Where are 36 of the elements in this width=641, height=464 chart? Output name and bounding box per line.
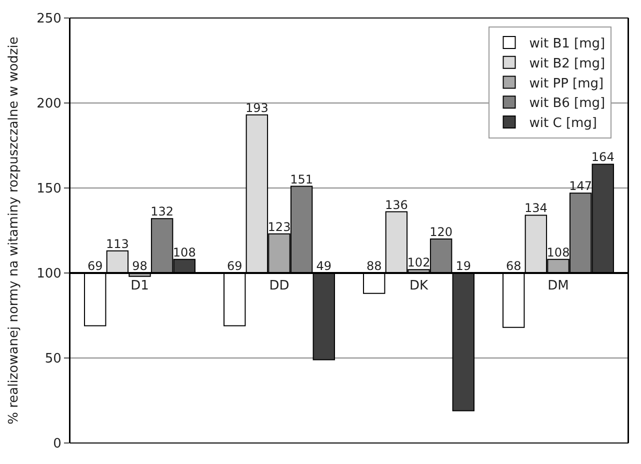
legend-label: wit B1 [mg] xyxy=(529,36,606,52)
y-axis-title: % realizowanej normy na witaminy rozpuszczalne w wodzie xyxy=(6,36,22,424)
data-label: 164 xyxy=(591,150,614,164)
data-label: 108 xyxy=(546,245,570,260)
data-label: 123 xyxy=(268,220,291,234)
data-label: 132 xyxy=(150,204,174,219)
legend-label: wit PP [mg] xyxy=(529,76,604,92)
legend-label: wit C [mg] xyxy=(529,116,598,132)
legend-label: wit B2 [mg] xyxy=(529,56,606,72)
legend-label: wit B6 [mg] xyxy=(529,96,606,112)
data-label: 88 xyxy=(366,259,382,273)
x-tick-label: D1 xyxy=(130,278,149,294)
data-label: 69 xyxy=(87,259,103,273)
y-tick-label: 0 xyxy=(53,436,62,452)
y-tick-label: 200 xyxy=(36,96,62,112)
data-label: 19 xyxy=(456,259,472,273)
data-label: 69 xyxy=(226,259,242,273)
y-tick-label: 250 xyxy=(36,12,62,27)
data-label: 193 xyxy=(245,100,268,115)
y-tick-label: 100 xyxy=(36,266,62,282)
data-label: 49 xyxy=(316,259,332,273)
data-label: 136 xyxy=(384,198,408,212)
data-label: 147 xyxy=(569,179,592,194)
data-label: 151 xyxy=(290,172,314,186)
data-label: 120 xyxy=(430,225,453,239)
data-label: 108 xyxy=(172,245,196,260)
data-label: 113 xyxy=(106,236,129,251)
y-tick-label: 150 xyxy=(36,182,62,197)
data-label: 102 xyxy=(407,256,430,270)
x-tick-label: DM xyxy=(548,278,569,294)
y-tick-label: 50 xyxy=(44,352,62,367)
data-label: 134 xyxy=(524,201,548,216)
x-tick-label: DK xyxy=(409,278,428,294)
x-tick-label: DD xyxy=(269,278,290,294)
data-label: 98 xyxy=(132,259,148,273)
data-label: 68 xyxy=(506,259,522,273)
